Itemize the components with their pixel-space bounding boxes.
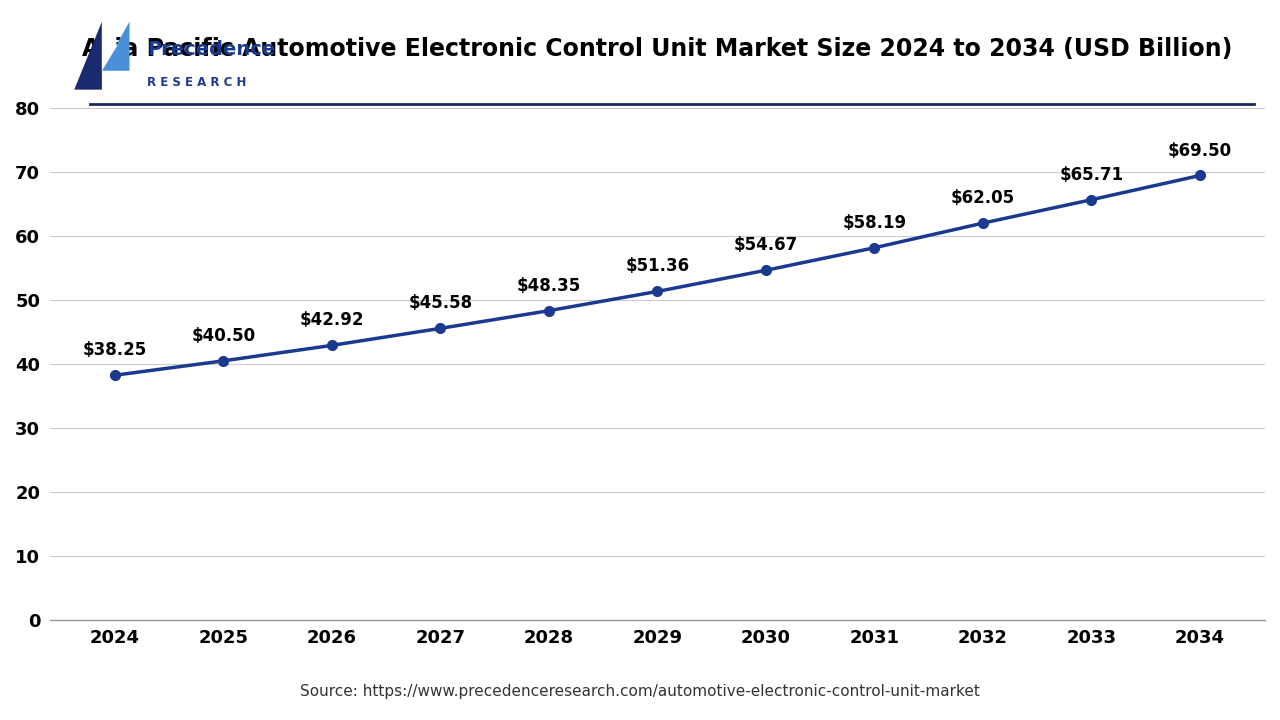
Text: $65.71: $65.71: [1060, 166, 1124, 184]
Text: $38.25: $38.25: [83, 341, 147, 359]
Polygon shape: [102, 22, 118, 71]
Text: $51.36: $51.36: [626, 258, 690, 276]
Polygon shape: [74, 22, 102, 90]
Title: Asia Pacific Automotive Electronic Control Unit Market Size 2024 to 2034 (USD Bi: Asia Pacific Automotive Electronic Contr…: [82, 37, 1233, 60]
Text: $42.92: $42.92: [300, 311, 365, 329]
Polygon shape: [102, 22, 129, 71]
Text: R E S E A R C H: R E S E A R C H: [147, 76, 247, 89]
Text: $40.50: $40.50: [192, 327, 256, 345]
Text: Precedence: Precedence: [147, 40, 275, 58]
Text: $69.50: $69.50: [1167, 142, 1231, 160]
Text: $58.19: $58.19: [842, 214, 906, 232]
Text: $62.05: $62.05: [951, 189, 1015, 207]
Text: $45.58: $45.58: [408, 294, 472, 312]
Text: $54.67: $54.67: [733, 236, 797, 254]
Text: Source: https://www.precedenceresearch.com/automotive-electronic-control-unit-ma: Source: https://www.precedenceresearch.c…: [300, 684, 980, 698]
Text: $48.35: $48.35: [517, 276, 581, 294]
